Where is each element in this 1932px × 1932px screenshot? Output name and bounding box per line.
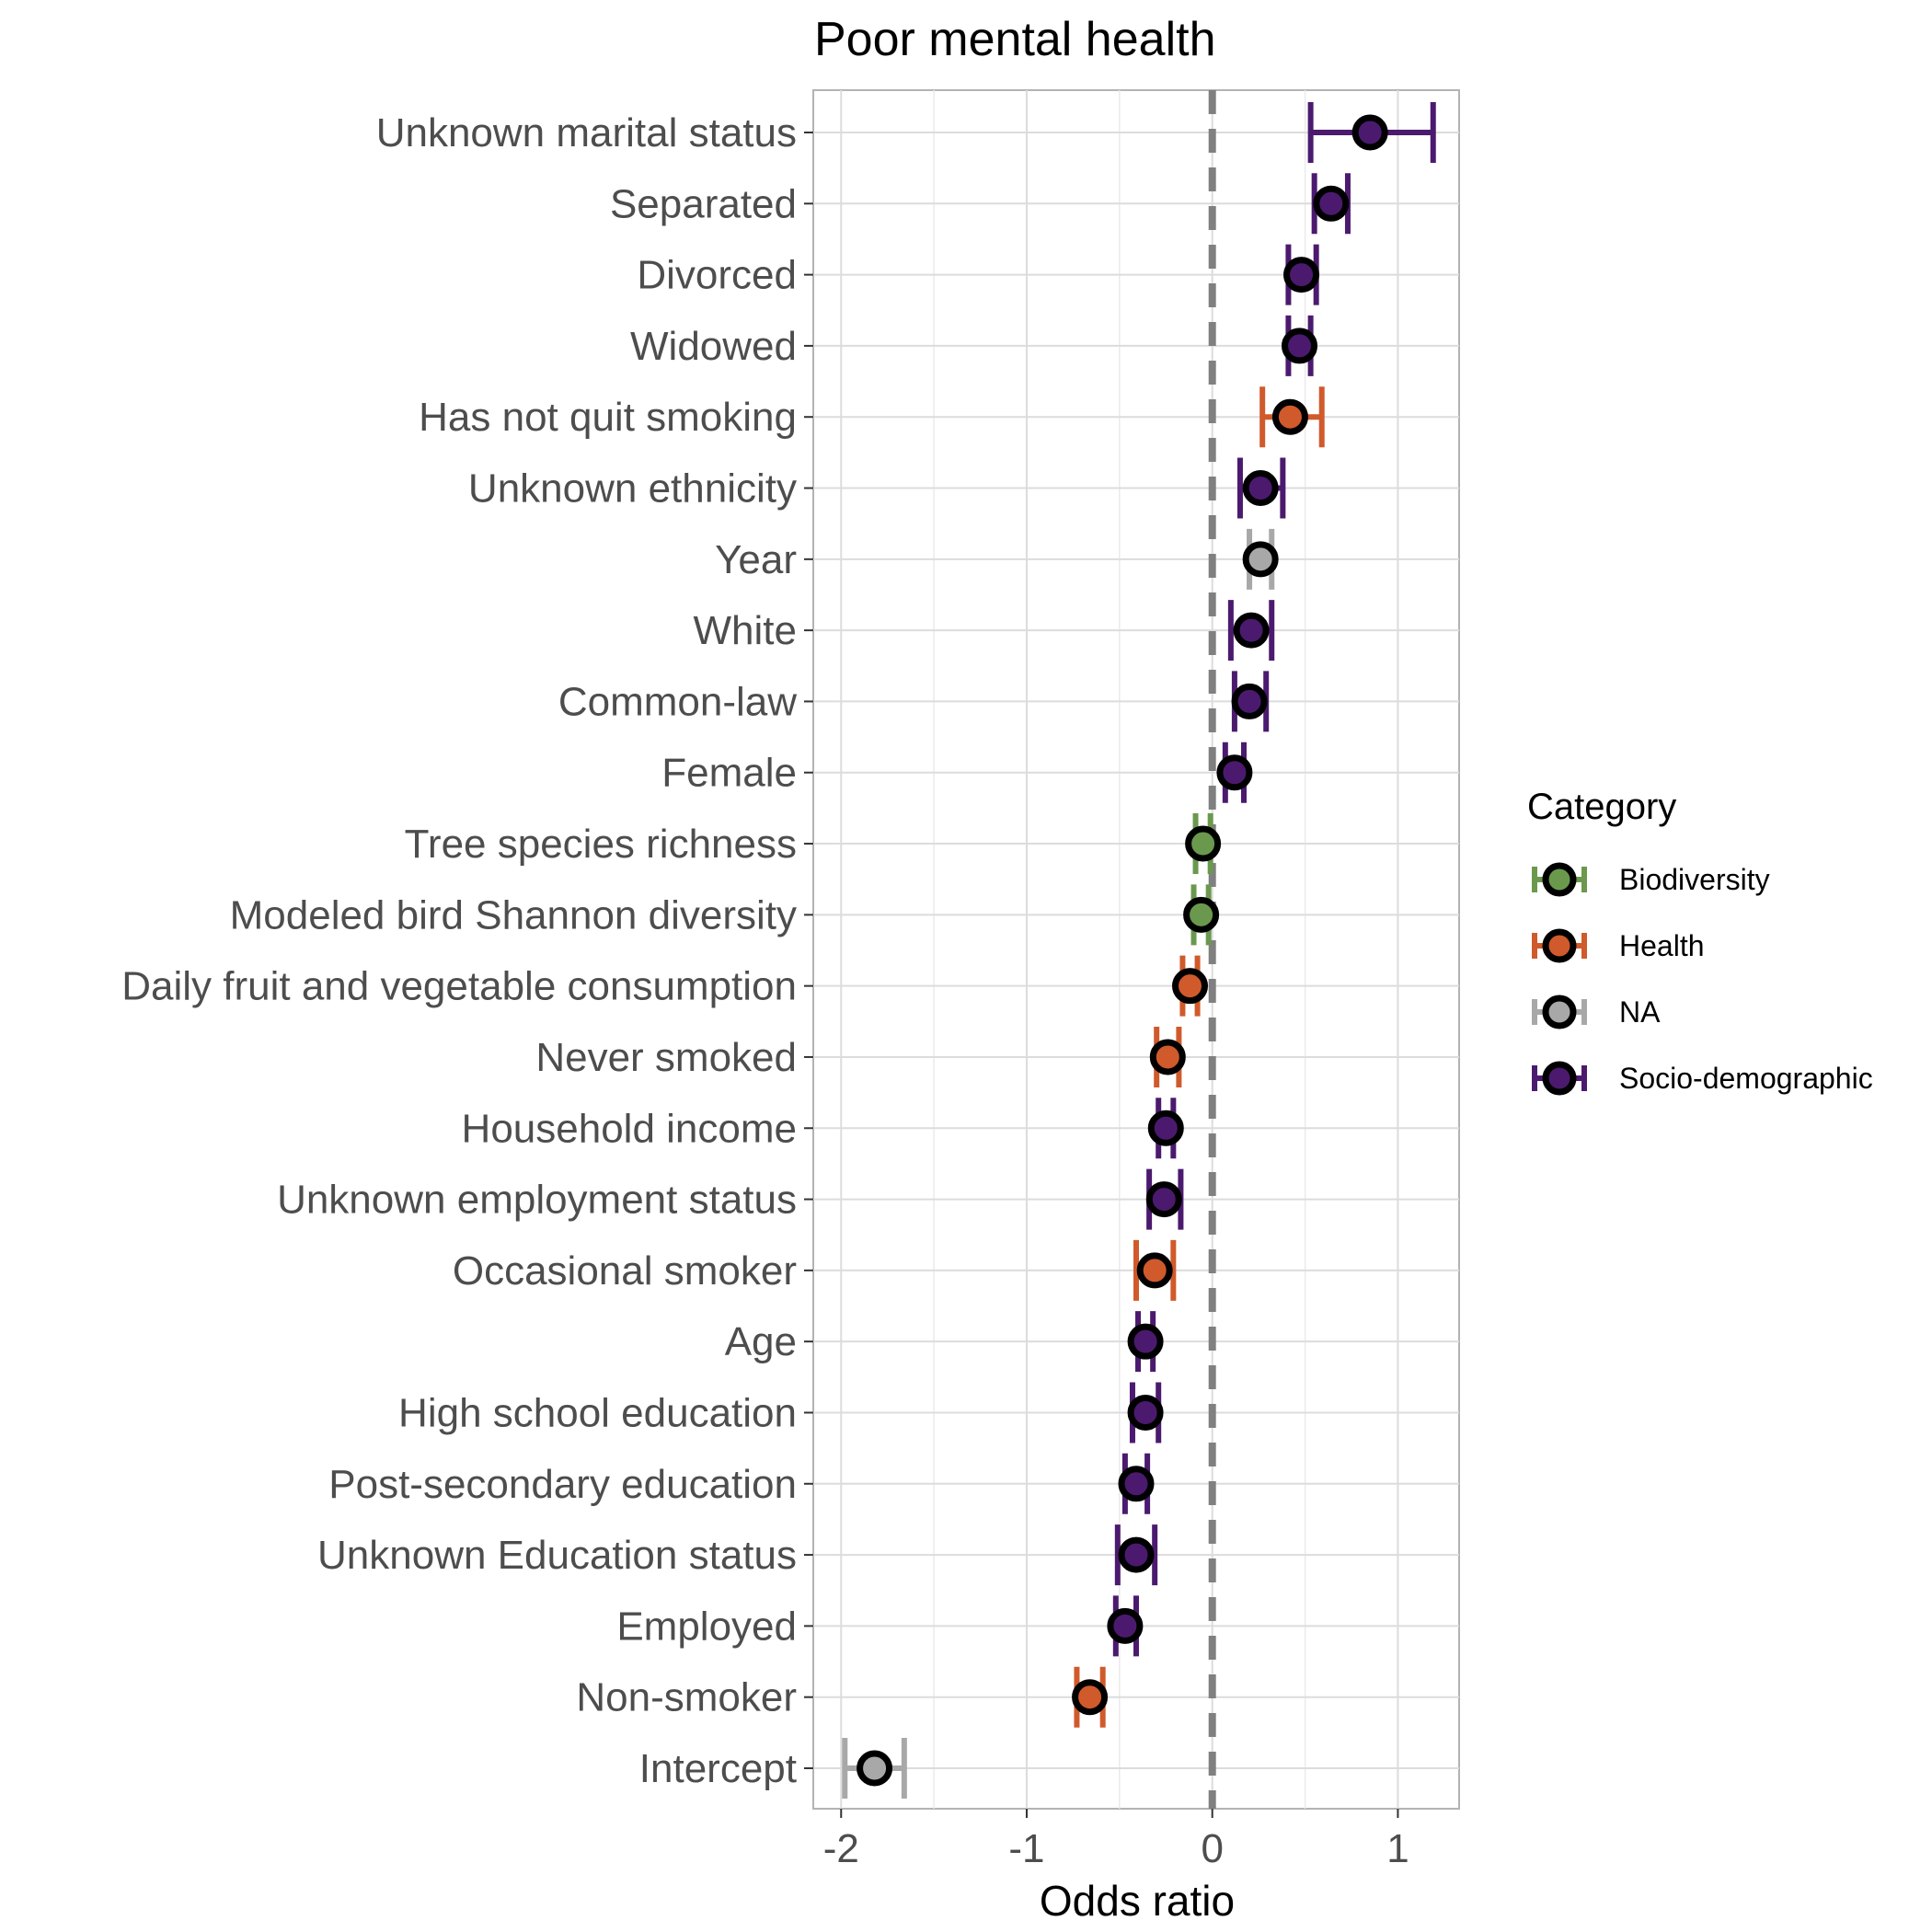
legend-title: Category	[1527, 787, 1676, 827]
point-estimate	[1351, 114, 1388, 151]
point-estimate	[857, 1750, 893, 1787]
point-estimate	[1127, 1323, 1164, 1360]
y-tick-label: Female	[661, 751, 797, 796]
y-tick-label: Daily fruit and vegetable consumption	[121, 964, 797, 1009]
legend-label: Socio-demographic	[1619, 1062, 1873, 1095]
point-estimate	[1183, 896, 1220, 933]
legend-label: Biodiversity	[1619, 863, 1770, 896]
point-estimate	[1185, 825, 1222, 862]
point-estimate	[1282, 328, 1318, 364]
y-tick-label: Unknown Education status	[317, 1533, 797, 1578]
legend-key-point	[1542, 995, 1577, 1029]
y-tick-label: Unknown marital status	[376, 110, 797, 155]
legend-item: Biodiversity	[1532, 862, 1770, 897]
y-tick-label: Unknown ethnicity	[468, 466, 797, 512]
point-estimate	[1242, 470, 1279, 507]
y-tick-label: Separated	[610, 181, 797, 226]
points-layer	[857, 114, 1388, 1787]
legend-key-point	[1542, 1061, 1577, 1096]
y-tick-label: Age	[725, 1319, 797, 1364]
point-estimate	[1283, 257, 1320, 293]
point-estimate	[1149, 1039, 1186, 1075]
x-tick-label: -2	[823, 1826, 859, 1871]
legend-item: Socio-demographic	[1532, 1061, 1873, 1096]
point-estimate	[1216, 754, 1253, 791]
panel-border	[812, 89, 1460, 1810]
point-estimate	[1233, 612, 1270, 649]
point-estimate	[1271, 398, 1308, 435]
point-estimate	[1147, 1110, 1184, 1146]
y-tick-label: Year	[715, 537, 797, 582]
point-estimate	[1118, 1466, 1155, 1502]
y-tick-label: High school education	[398, 1390, 797, 1435]
legend-key-point	[1542, 862, 1577, 897]
legend-items: Biodiversity Health NA Socio-demographic	[1532, 862, 1873, 1096]
legend-key-point	[1542, 928, 1577, 963]
legend-item: NA	[1532, 995, 1661, 1029]
point-estimate	[1242, 541, 1279, 578]
x-axis-title: Odds ratio	[1040, 1877, 1235, 1925]
point-estimate	[1313, 185, 1350, 222]
legend: Category Biodiversity Health NA Socio-demog…	[1527, 787, 1873, 1096]
point-estimate	[1231, 683, 1268, 719]
point-estimate	[1072, 1679, 1109, 1716]
chart-title: Poor mental health	[814, 13, 1216, 66]
legend-item: Health	[1532, 928, 1705, 963]
y-tick-label: Common-law	[558, 679, 797, 724]
y-tick-label: Post-secondary education	[328, 1462, 797, 1507]
y-tick-label: White	[694, 608, 797, 653]
point-estimate	[1118, 1536, 1155, 1573]
y-tick-label: Intercept	[639, 1746, 797, 1791]
point-estimate	[1107, 1607, 1144, 1644]
y-tick-label: Occasional smoker	[453, 1248, 797, 1294]
y-tick-label: Unknown employment status	[277, 1178, 797, 1223]
legend-label: NA	[1619, 995, 1661, 1029]
x-tick-label: 1	[1386, 1826, 1409, 1871]
y-tick-label: Divorced	[637, 253, 797, 298]
axis-layer: Unknown marital status Separated Divorced W…	[121, 110, 1409, 1871]
point-estimate	[1127, 1394, 1164, 1431]
point-estimate	[1136, 1252, 1173, 1289]
y-tick-label: Tree species richness	[405, 822, 797, 867]
y-tick-label: Modeled bird Shannon diversity	[230, 892, 797, 937]
point-estimate	[1145, 1181, 1182, 1218]
x-tick-label: -1	[1008, 1826, 1044, 1871]
point-estimate	[1172, 968, 1208, 1005]
y-tick-label: Non-smoker	[576, 1675, 797, 1720]
legend-label: Health	[1619, 929, 1705, 962]
y-tick-label: Never smoked	[535, 1035, 797, 1080]
y-tick-label: Employed	[616, 1604, 797, 1649]
y-tick-label: Widowed	[630, 324, 797, 369]
y-tick-label: Household income	[462, 1106, 797, 1151]
y-tick-label: Has not quit smoking	[419, 395, 797, 440]
x-tick-label: 0	[1201, 1826, 1223, 1871]
